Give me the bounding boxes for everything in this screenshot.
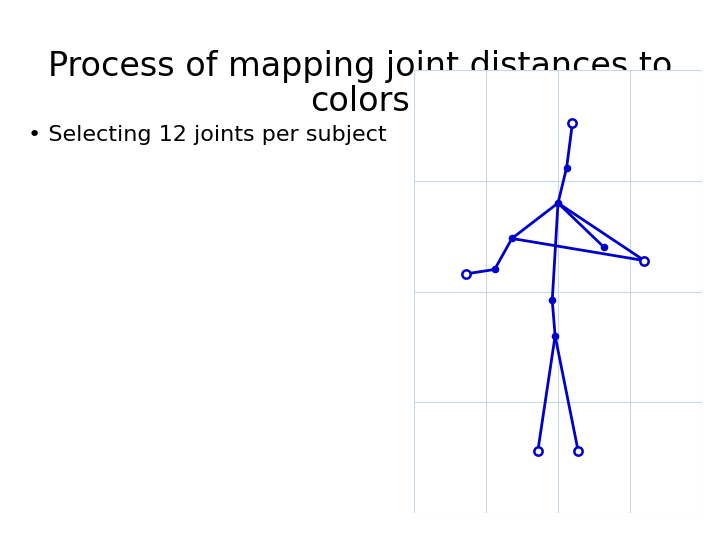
Text: • Selecting 12 joints per subject: • Selecting 12 joints per subject (28, 125, 387, 145)
Text: Process of mapping joint distances to: Process of mapping joint distances to (48, 50, 672, 83)
Text: colors: colors (310, 85, 410, 118)
